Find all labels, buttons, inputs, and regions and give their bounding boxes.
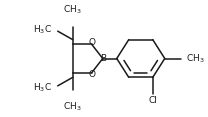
Text: CH$_3$: CH$_3$ (186, 52, 204, 65)
Text: H$_3$C: H$_3$C (33, 23, 52, 36)
Text: O: O (88, 70, 95, 79)
Text: CH$_3$: CH$_3$ (63, 4, 82, 16)
Text: O: O (88, 38, 95, 47)
Text: H$_3$C: H$_3$C (33, 81, 52, 94)
Text: Cl: Cl (148, 96, 157, 105)
Text: CH$_3$: CH$_3$ (63, 101, 82, 113)
Text: B: B (100, 54, 106, 63)
